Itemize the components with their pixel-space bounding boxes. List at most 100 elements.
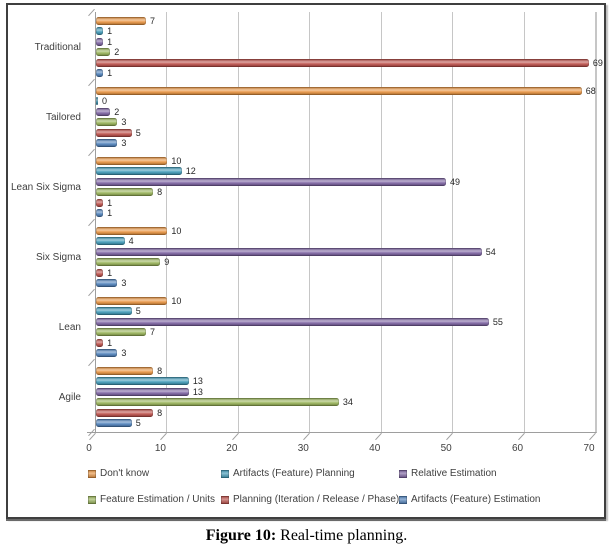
bar — [96, 69, 104, 77]
bar — [96, 419, 132, 427]
bar-value-label: 7 — [150, 16, 156, 26]
value-axis-tick-50 — [446, 432, 454, 441]
value-axis-label-70: 70 — [583, 443, 595, 454]
value-axis-tick-40 — [374, 432, 382, 441]
category-label-tailored: Tailored — [45, 111, 81, 123]
bar — [96, 237, 125, 246]
gridline-60 — [523, 12, 525, 432]
bar-value-label: 8 — [157, 407, 163, 418]
category-label-agile: Agile — [58, 391, 81, 403]
bar-value-label: 69 — [592, 57, 603, 68]
bar-value-label: 5 — [135, 418, 141, 428]
bar-value-label: 8 — [157, 187, 163, 198]
bar-value-label: 12 — [185, 166, 196, 177]
bar — [96, 177, 446, 186]
bar-value-label: 4 — [128, 236, 134, 247]
gridline-50 — [452, 12, 454, 432]
gridline-40 — [380, 12, 382, 432]
legend-label: Planning (Iteration / Release / Phase) — [233, 494, 400, 505]
value-axis-tick-70 — [589, 432, 596, 441]
category-axis-tick — [88, 78, 95, 87]
category-axis-tick — [88, 288, 95, 297]
bar — [96, 367, 154, 375]
plot-area: 7 1 1 2 69 1 68 0 2 3 5 3 10 12 49 8 1 1 10 4 54 9 1 3 10 5 55 7 1 3 8… — [87, 12, 603, 433]
category-label-lean-six-sigma: Lean Six Sigma — [10, 181, 81, 193]
category-label-lean: Lean — [58, 321, 81, 333]
bar-value-label: 3 — [121, 117, 127, 128]
gridline-70 — [595, 12, 596, 432]
bar-value-label: 54 — [485, 246, 496, 257]
bar-value-label: 34 — [342, 397, 353, 408]
bar — [96, 268, 104, 277]
bar — [96, 307, 132, 316]
bar-value-label: 0 — [102, 96, 108, 107]
legend-swatch-icon — [399, 495, 407, 504]
bar — [96, 27, 104, 36]
bar — [96, 258, 161, 267]
bar-group-traditional: 7 1 1 2 69 1 — [96, 12, 603, 82]
bar-value-label: 1 — [107, 26, 113, 37]
bar — [96, 157, 168, 165]
value-axis-label-60: 60 — [512, 443, 524, 454]
bar — [96, 297, 168, 305]
value-axis-tick-60 — [517, 432, 525, 441]
bar — [96, 328, 146, 337]
legend-item-planning-iteration-release-phase-: Planning (Iteration / Release / Phase) — [221, 494, 399, 505]
bar — [96, 17, 146, 25]
legend-label: Relative Estimation — [411, 468, 497, 479]
bar-value-label: 5 — [135, 306, 141, 317]
bar — [96, 128, 132, 137]
category-axis-tick — [88, 218, 95, 227]
figure-caption-text: Real-time planning. — [276, 527, 408, 544]
legend-item-artifacts-feature-planning: Artifacts (Feature) Planning — [221, 468, 399, 479]
bar-value-label: 3 — [121, 138, 127, 148]
bar — [96, 408, 154, 417]
bar — [96, 387, 189, 396]
legend-item-feature-estimation-units: Feature Estimation / Units — [88, 494, 221, 505]
category-axis-tick — [88, 148, 95, 157]
bar — [96, 37, 104, 46]
bar — [96, 188, 154, 197]
bar-value-label: 7 — [150, 327, 156, 338]
bar — [96, 48, 111, 57]
figure-caption-number: Figure 10: — [205, 527, 277, 544]
value-axis-tick-10 — [160, 432, 168, 441]
legend-item-don-t-know: Don't know — [88, 468, 221, 479]
bar — [96, 338, 104, 347]
value-axis-label-50: 50 — [440, 443, 452, 454]
bar-value-label: 1 — [107, 267, 113, 278]
bar-group-lean: 10 5 55 7 1 3 — [96, 292, 596, 362]
legend-item-relative-estimation: Relative Estimation — [399, 468, 593, 479]
bar — [96, 58, 589, 67]
value-axis-label-0: 0 — [86, 443, 92, 454]
bar — [96, 139, 118, 147]
value-axis-label-20: 20 — [226, 443, 238, 454]
legend-label: Feature Estimation / Units — [100, 494, 216, 505]
value-axis-tick-20 — [231, 432, 239, 441]
bar — [96, 107, 111, 116]
bar-group-tailored: 68 0 2 3 5 3 — [96, 82, 596, 152]
bar-value-label: 13 — [192, 376, 203, 387]
bar-value-label: 1 — [107, 197, 113, 208]
category-axis-tick — [88, 358, 95, 367]
bar-value-label: 10 — [171, 296, 182, 306]
category-label-traditional: Traditional — [34, 41, 81, 53]
bar-value-label: 68 — [585, 86, 596, 96]
bar — [96, 97, 98, 106]
bar-value-label: 8 — [157, 366, 163, 376]
bar-value-label: 3 — [121, 278, 127, 288]
bar — [96, 317, 489, 326]
value-axis-tick-30 — [303, 432, 311, 441]
bar — [96, 167, 182, 176]
legend-swatch-icon — [221, 495, 229, 504]
legend-item-artifacts-feature-estimation: Artifacts (Feature) Estimation — [399, 494, 593, 505]
bar-value-label: 2 — [114, 106, 120, 117]
figure-caption: Figure 10: Real-time planning. — [0, 527, 613, 545]
bar-value-label: 55 — [492, 316, 503, 327]
bar-group-six-sigma: 10 4 54 9 1 3 — [96, 222, 596, 292]
bar-group-agile: 8 13 13 34 8 5 — [96, 362, 596, 432]
bar — [96, 209, 104, 217]
category-axis-tick — [88, 8, 95, 17]
value-axis-label-40: 40 — [369, 443, 381, 454]
